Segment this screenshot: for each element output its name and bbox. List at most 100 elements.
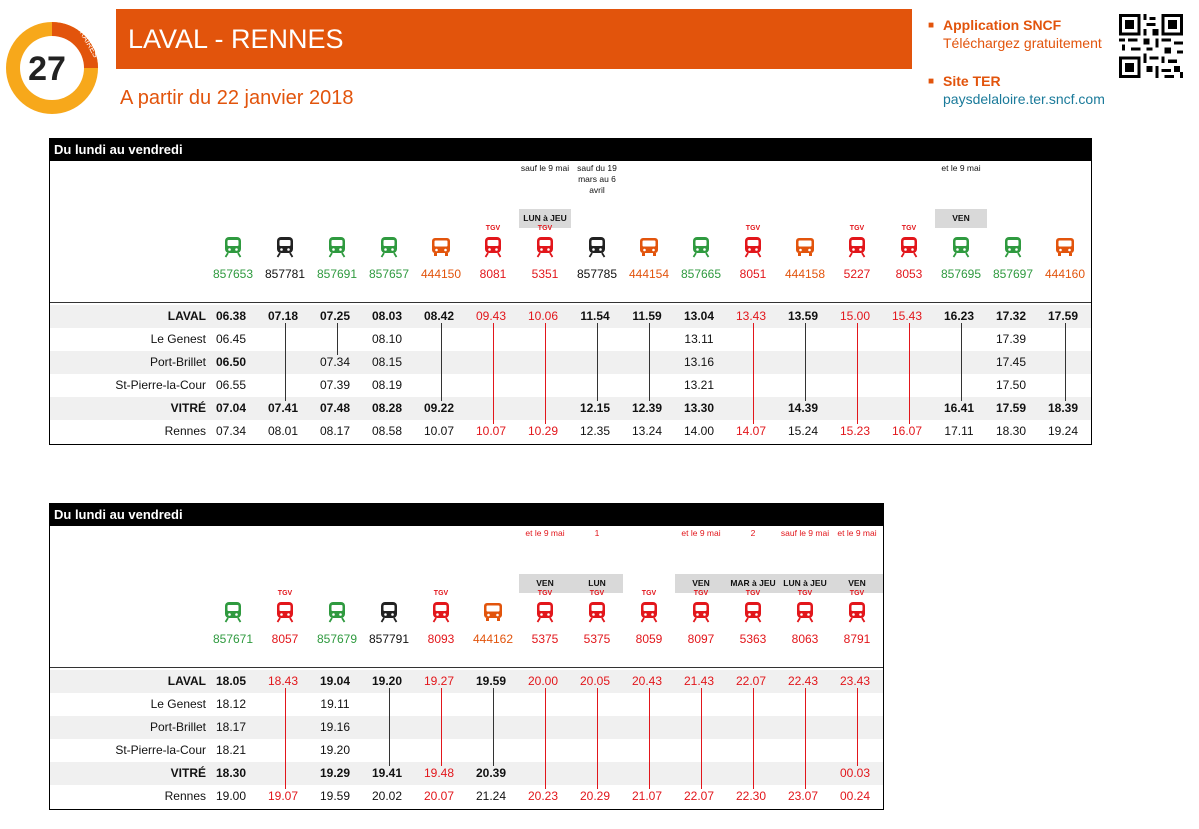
- timetable-title: Du lundi au vendredi: [50, 139, 1091, 161]
- no-stop-line: [1065, 323, 1066, 401]
- tgv-label: TGV: [485, 225, 501, 232]
- time-cell: 19.07: [267, 789, 299, 803]
- time-cell: 19.27: [423, 674, 455, 688]
- time-cell: 18.30: [215, 766, 247, 780]
- tgv-label: TGV: [693, 590, 709, 597]
- train-icon: [744, 602, 762, 623]
- no-stop-line: [649, 323, 650, 401]
- train-number: 857671: [212, 632, 254, 646]
- time-cell: 21.43: [683, 674, 715, 688]
- time-cell: 20.05: [579, 674, 611, 688]
- train-icon: [536, 237, 554, 258]
- train-number: 8063: [791, 632, 819, 646]
- train-icon: [276, 602, 294, 623]
- no-stop-line: [389, 688, 390, 766]
- time-cell: 20.00: [527, 674, 559, 688]
- time-cell: 16.41: [943, 401, 975, 415]
- days-badge: LUN à JEU: [519, 209, 571, 228]
- qr-code-icon: [1119, 14, 1183, 78]
- time-cell: 18.17: [215, 720, 247, 734]
- no-stop-line: [753, 688, 754, 789]
- time-cell: 06.45: [215, 332, 247, 346]
- time-cell: 13.11: [684, 332, 714, 346]
- time-cell: 07.34: [319, 355, 351, 369]
- train-number: 8051: [739, 267, 767, 281]
- tgv-label: TGV: [849, 590, 865, 597]
- time-cell: 13.04: [683, 309, 715, 323]
- train-number: 444154: [628, 267, 670, 281]
- time-cell: 18.43: [267, 674, 299, 688]
- header-separator: [50, 302, 1091, 303]
- time-cell: 06.38: [215, 309, 247, 323]
- time-cell: 08.42: [423, 309, 455, 323]
- train-number: 8053: [895, 267, 923, 281]
- time-cell: 00.03: [839, 766, 871, 780]
- time-cell: 15.24: [787, 424, 819, 438]
- time-cell: 08.03: [371, 309, 403, 323]
- time-cell: 08.58: [371, 424, 403, 438]
- station-name: VITRÉ: [170, 401, 206, 415]
- row-band: [50, 351, 1091, 374]
- time-cell: 08.10: [371, 332, 403, 346]
- time-cell: 06.55: [215, 378, 247, 392]
- time-cell: 09.22: [423, 401, 455, 415]
- row-band: [50, 397, 1091, 420]
- time-cell: 06.50: [215, 355, 247, 369]
- days-badge: VEN: [675, 574, 727, 593]
- station-name: Rennes: [164, 789, 206, 803]
- time-cell: 16.07: [891, 424, 923, 438]
- no-stop-line: [857, 323, 858, 424]
- station-name: Port-Brillet: [149, 720, 206, 734]
- tgv-label: TGV: [901, 225, 917, 232]
- time-cell: 19.24: [1047, 424, 1079, 438]
- train-note: 2: [750, 528, 756, 538]
- train-number: 857679: [316, 632, 358, 646]
- time-cell: 22.07: [683, 789, 715, 803]
- time-cell: 19.00: [215, 789, 247, 803]
- tgv-label: TGV: [745, 225, 761, 232]
- train-number: 444158: [784, 267, 826, 281]
- time-cell: 20.43: [631, 674, 663, 688]
- days-badge: VEN: [935, 209, 987, 228]
- time-cell: 18.39: [1047, 401, 1079, 415]
- time-cell: 14.39: [787, 401, 819, 415]
- time-cell: 19.11: [320, 697, 350, 711]
- site-info: ■ Site TER paysdelaloire.ter.sncf.com: [928, 72, 1105, 108]
- time-cell: 07.25: [319, 309, 351, 323]
- tgv-label: TGV: [277, 590, 293, 597]
- time-cell: 17.59: [1047, 309, 1079, 323]
- time-cell: 12.35: [579, 424, 611, 438]
- station-name: Le Genest: [150, 697, 206, 711]
- time-cell: 23.07: [787, 789, 819, 803]
- time-cell: 19.20: [371, 674, 403, 688]
- no-stop-line: [649, 688, 650, 789]
- no-stop-line: [961, 323, 962, 401]
- time-cell: 00.24: [839, 789, 871, 803]
- no-stop-line: [909, 323, 910, 424]
- time-cell: 07.41: [267, 401, 299, 415]
- station-name: St-Pierre-la-Cour: [115, 743, 206, 757]
- time-cell: 10.06: [527, 309, 559, 323]
- station-name: LAVAL: [167, 674, 206, 688]
- train-number: 5227: [843, 267, 871, 281]
- station-name: VITRÉ: [170, 766, 206, 780]
- no-stop-line: [285, 323, 286, 401]
- train-note: sauf le 9 mai: [520, 163, 570, 173]
- time-cell: 19.48: [423, 766, 455, 780]
- time-cell: 15.23: [839, 424, 871, 438]
- tgv-label: TGV: [849, 225, 865, 232]
- tgv-label: TGV: [797, 590, 813, 597]
- train-note: sauf du 19 mars au 6 avril: [577, 163, 617, 195]
- train-note: sauf le 9 mai: [780, 528, 830, 538]
- train-number: 857785: [576, 267, 618, 281]
- time-cell: 17.39: [995, 332, 1027, 346]
- time-cell: 17.50: [995, 378, 1027, 392]
- days-badge: VEN: [831, 574, 883, 593]
- station-name: St-Pierre-la-Cour: [115, 378, 206, 392]
- page-subtitle: A partir du 22 janvier 2018: [120, 87, 354, 109]
- train-note: et le 9 mai: [837, 528, 877, 538]
- site-url[interactable]: paysdelaloire.ter.sncf.com: [943, 91, 1105, 107]
- train-number: 857691: [316, 267, 358, 281]
- logo-number: 27: [28, 50, 66, 88]
- train-number: 857697: [992, 267, 1034, 281]
